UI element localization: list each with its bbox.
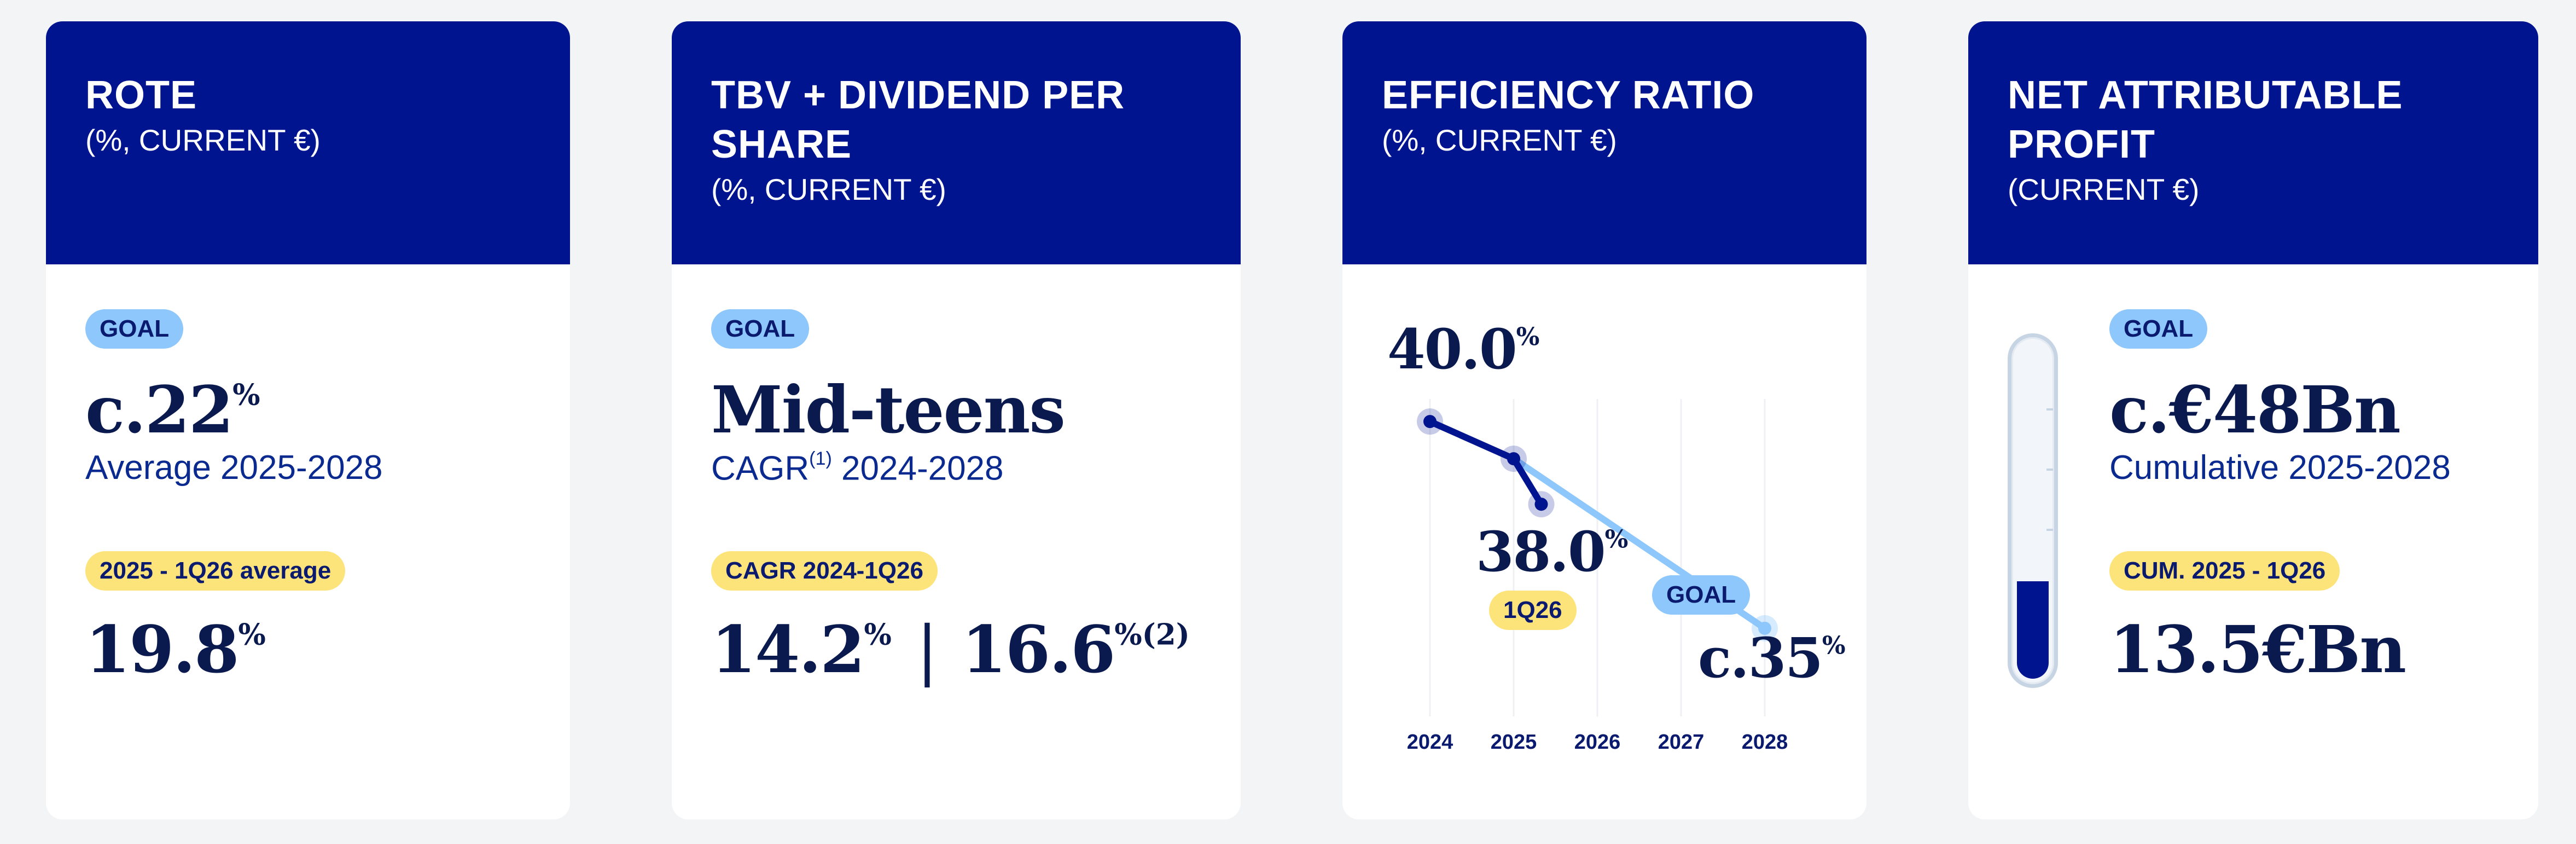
actual-point-2 [1534, 498, 1548, 511]
tbv-goal-value: Mid-teens [711, 372, 1066, 448]
actual-badge: CAGR 2024-1Q26 [711, 551, 938, 591]
tbv-actual-unit-1: % [864, 617, 892, 652]
value-separator: | [916, 612, 938, 687]
goal-badge: GOAL [85, 309, 184, 349]
goal-point [1758, 621, 1771, 635]
tbv-subtitle: (%, CURRENT €) [711, 172, 946, 206]
tbv-actual-number-2: 16.6 [961, 611, 1115, 687]
net-profit-subtitle: (CURRENT €) [2008, 172, 2200, 206]
rote-subtitle: (%, CURRENT €) [85, 123, 321, 157]
goal-badge: GOAL [2109, 309, 2208, 349]
rote-header: ROTE (%, CURRENT €) [46, 21, 570, 264]
start-value-unit: % [1516, 322, 1540, 351]
actual-point-1 [1507, 452, 1520, 466]
efficiency-ratio-card: EFFICIENCY RATIO (%, CURRENT €) 40.0% 38… [1342, 21, 1866, 819]
net-profit-goal-value: c.€48Bn [2109, 372, 2401, 448]
tbv-actual-unit-2: %(2) [1114, 617, 1190, 652]
progress-fill [2017, 581, 2049, 679]
x-tick-2026: 2026 [1574, 731, 1621, 754]
rote-actual-value: 19.8% [85, 611, 266, 687]
rote-goal-unit: % [232, 377, 260, 412]
goal-badge: GOAL [1652, 575, 1751, 615]
progress-thermometer [2008, 333, 2058, 688]
tbv-title: TBV + DIVIDEND PER SHARE [711, 73, 1125, 166]
data-points [1417, 408, 1778, 641]
net-profit-goal-description: Cumulative 2025-2028 [2109, 449, 2451, 487]
tbv-dps-card: TBV + DIVIDEND PER SHARE (%, CURRENT €) … [672, 21, 1241, 819]
current-value-unit: % [1604, 524, 1629, 554]
actual-point-0 [1423, 415, 1437, 429]
net-profit-header: NET ATTRIBUTABLE PROFIT (CURRENT €) [1968, 21, 2538, 264]
goal-badge: GOAL [711, 309, 810, 349]
rote-actual-unit: % [238, 617, 266, 652]
tbv-header: TBV + DIVIDEND PER SHARE (%, CURRENT €) [672, 21, 1241, 264]
rote-goal-number: c.22 [85, 372, 234, 448]
tbv-actual-number-1: 14.2 [711, 611, 865, 687]
efficiency-title: EFFICIENCY RATIO [1382, 73, 1755, 117]
x-tick-2024: 2024 [1406, 731, 1453, 754]
current-value-label: 38.0% [1476, 519, 1628, 584]
gridlines [1429, 399, 1766, 716]
efficiency-subtitle: (%, CURRENT €) [1382, 123, 1617, 157]
net-profit-actual-value: 13.5€Bn [2109, 611, 2406, 687]
net-profit-card: NET ATTRIBUTABLE PROFIT (CURRENT €) GOAL… [1968, 21, 2538, 819]
thermo-tick [2046, 408, 2053, 411]
tbv-desc-suffix: 2024-2028 [831, 449, 1004, 488]
x-tick-2025: 2025 [1490, 731, 1537, 754]
current-period-badge: 1Q26 [1489, 591, 1577, 630]
tbv-goal-description: CAGR(1) 2024-2028 [711, 448, 1004, 488]
start-value-label: 40.0% [1387, 317, 1539, 381]
thermo-tick [2046, 529, 2053, 531]
actual-badge: CUM. 2025 - 1Q26 [2109, 551, 2340, 591]
tbv-desc-prefix: CAGR [711, 449, 810, 488]
current-value-number: 38.0 [1476, 519, 1606, 584]
rote-goal-description: Average 2025-2028 [85, 449, 383, 487]
efficiency-header: EFFICIENCY RATIO (%, CURRENT €) [1342, 21, 1866, 264]
x-tick-2027: 2027 [1658, 731, 1705, 754]
tbv-actual-values: 14.2% | 16.6%(2) [711, 611, 1190, 687]
goal-value-unit: % [1822, 631, 1846, 660]
net-profit-title: NET ATTRIBUTABLE PROFIT [2008, 73, 2403, 166]
rote-actual-number: 19.8 [85, 611, 239, 687]
footnote-1: (1) [809, 448, 832, 469]
thermo-tick [2046, 469, 2053, 471]
start-value-number: 40.0 [1387, 317, 1517, 381]
rote-card: ROTE (%, CURRENT €) GOAL c.22% Average 2… [46, 21, 570, 819]
goal-value-number: c.35 [1698, 626, 1823, 690]
x-tick-2028: 2028 [1741, 731, 1788, 754]
actual-badge: 2025 - 1Q26 average [85, 551, 346, 591]
efficiency-chart [1417, 399, 1778, 716]
goal-value-label: c.35% [1698, 626, 1846, 690]
rote-title: ROTE [85, 73, 197, 117]
rote-goal-value: c.22% [85, 372, 260, 448]
